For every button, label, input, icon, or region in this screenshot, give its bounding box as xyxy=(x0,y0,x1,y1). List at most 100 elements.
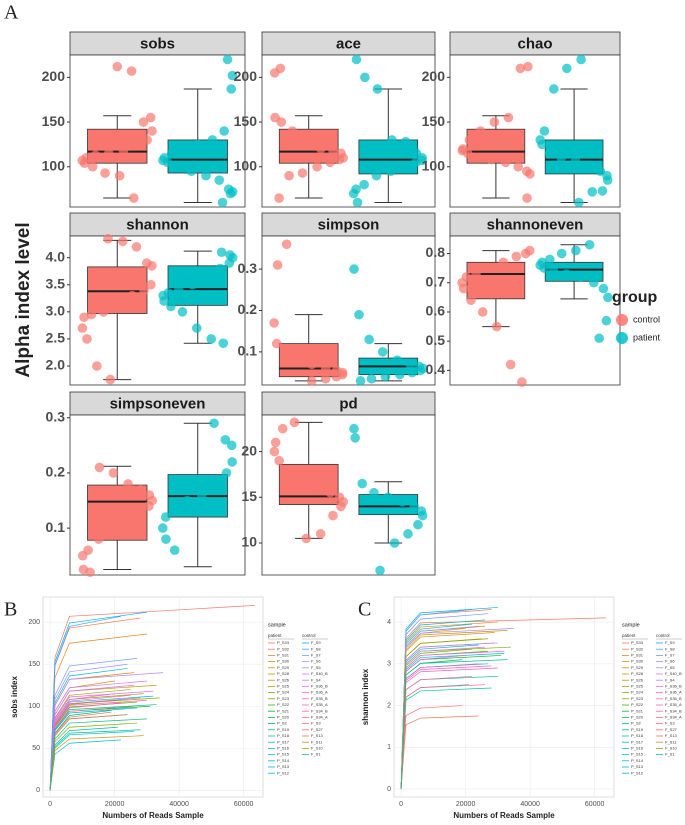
legend-label: P_S15 xyxy=(277,752,290,757)
legend-label: P_S32 xyxy=(631,646,644,651)
legend-label: P_S20 xyxy=(631,714,644,719)
legend-label: P_S22 xyxy=(277,702,290,707)
data-point xyxy=(415,365,426,376)
data-point xyxy=(462,148,473,159)
data-point xyxy=(602,175,613,185)
y-tick-label: 100 xyxy=(234,157,258,173)
data-point xyxy=(489,117,500,127)
data-point xyxy=(587,187,598,197)
data-point xyxy=(575,272,586,282)
legend-label: F_S27 xyxy=(311,727,324,732)
box xyxy=(87,266,148,314)
data-point xyxy=(218,338,229,349)
legend-label: P_S20 xyxy=(277,714,290,719)
y-tick-label: 1 xyxy=(387,744,391,751)
data-point xyxy=(274,193,284,203)
data-point xyxy=(598,283,609,294)
legend-label: P_S23 xyxy=(631,696,644,701)
legend-label: F_S13 xyxy=(311,733,324,738)
x-tick-label: 40000 xyxy=(169,801,189,808)
data-point xyxy=(227,70,238,81)
panel-label: C xyxy=(358,599,371,621)
data-point xyxy=(126,66,137,76)
y-tick-label: 2.0 xyxy=(46,357,66,373)
y-tick-label: 0.7 xyxy=(426,273,446,289)
data-point xyxy=(383,492,393,503)
legend-label: P_S26 xyxy=(631,677,644,682)
data-point xyxy=(142,135,152,145)
legend-label: P_S29 xyxy=(277,665,290,670)
legend-label: P_S31 xyxy=(277,652,290,657)
rarefaction-curve xyxy=(400,684,485,790)
data-point xyxy=(90,150,101,160)
legend-label: F_S9 xyxy=(311,640,321,645)
legend-label: control xyxy=(633,314,660,324)
legend-label: F_S35_A xyxy=(665,702,682,707)
data-point xyxy=(193,139,203,150)
legend-label: P_S17 xyxy=(277,739,290,744)
y-tick-label: 200 xyxy=(234,68,258,84)
rarefaction-curve xyxy=(49,704,157,791)
box xyxy=(466,128,526,164)
data-point xyxy=(603,292,613,303)
y-tick-label: 2 xyxy=(387,702,391,709)
facet-title: ace xyxy=(336,35,361,52)
legend-label: F_S3 xyxy=(311,721,321,726)
y-tick-label: 0 xyxy=(387,786,391,793)
legend-label: P_S24 xyxy=(277,690,290,695)
y-tick-label: 0.5 xyxy=(426,332,446,348)
legend-label: F_S36_A xyxy=(665,690,682,695)
data-point xyxy=(77,550,88,561)
legend-label: P_S17 xyxy=(631,739,644,744)
legend-label: P_S12 xyxy=(277,770,290,775)
y-tick-label: 0.3 xyxy=(46,408,66,424)
legend-label: P_S21 xyxy=(277,708,290,713)
y-tick-label: 2.5 xyxy=(46,330,66,346)
data-point xyxy=(325,487,336,498)
data-point xyxy=(117,236,128,247)
data-point xyxy=(227,457,237,467)
legend-group: patient xyxy=(268,633,282,638)
legend-label: P_S12 xyxy=(631,770,644,775)
data-point xyxy=(503,112,514,123)
data-point xyxy=(225,188,236,199)
data-point xyxy=(272,260,283,270)
data-point xyxy=(325,157,335,168)
facet-title: simpson xyxy=(318,216,380,233)
legend-label: P_S15 xyxy=(631,752,644,757)
legend-label: P_S23 xyxy=(277,696,290,701)
data-point xyxy=(135,512,145,522)
data-point xyxy=(280,347,290,357)
data-point xyxy=(118,145,129,156)
data-point xyxy=(216,247,227,258)
data-point xyxy=(392,355,403,365)
legend-label: P_S13 xyxy=(277,764,290,769)
data-point xyxy=(100,168,110,178)
x-tick-label: 60000 xyxy=(585,801,605,808)
legend-label: F_S35_B xyxy=(665,696,682,701)
y-axis-title: Alpha index level xyxy=(13,222,34,377)
data-point xyxy=(315,529,326,539)
data-point xyxy=(601,315,612,326)
legend-label: P_S14 xyxy=(631,758,644,763)
data-point xyxy=(222,54,233,65)
data-point xyxy=(400,136,411,147)
data-point xyxy=(520,248,531,259)
panel-label: A xyxy=(4,2,19,24)
data-point xyxy=(162,157,173,168)
rarefaction-curve xyxy=(49,615,122,791)
data-point xyxy=(556,153,567,163)
data-point xyxy=(93,534,104,544)
legend-title: group xyxy=(612,289,658,306)
y-tick-label: 200 xyxy=(42,68,66,84)
data-point xyxy=(556,248,567,259)
data-point xyxy=(145,112,156,123)
legend-label: F_S4 xyxy=(665,677,675,682)
y-tick-label: 3.5 xyxy=(46,275,66,291)
data-point xyxy=(517,377,527,387)
data-point xyxy=(348,188,359,199)
data-point xyxy=(301,130,312,141)
data-point xyxy=(270,437,281,448)
data-point xyxy=(537,139,547,150)
data-point xyxy=(570,155,581,166)
